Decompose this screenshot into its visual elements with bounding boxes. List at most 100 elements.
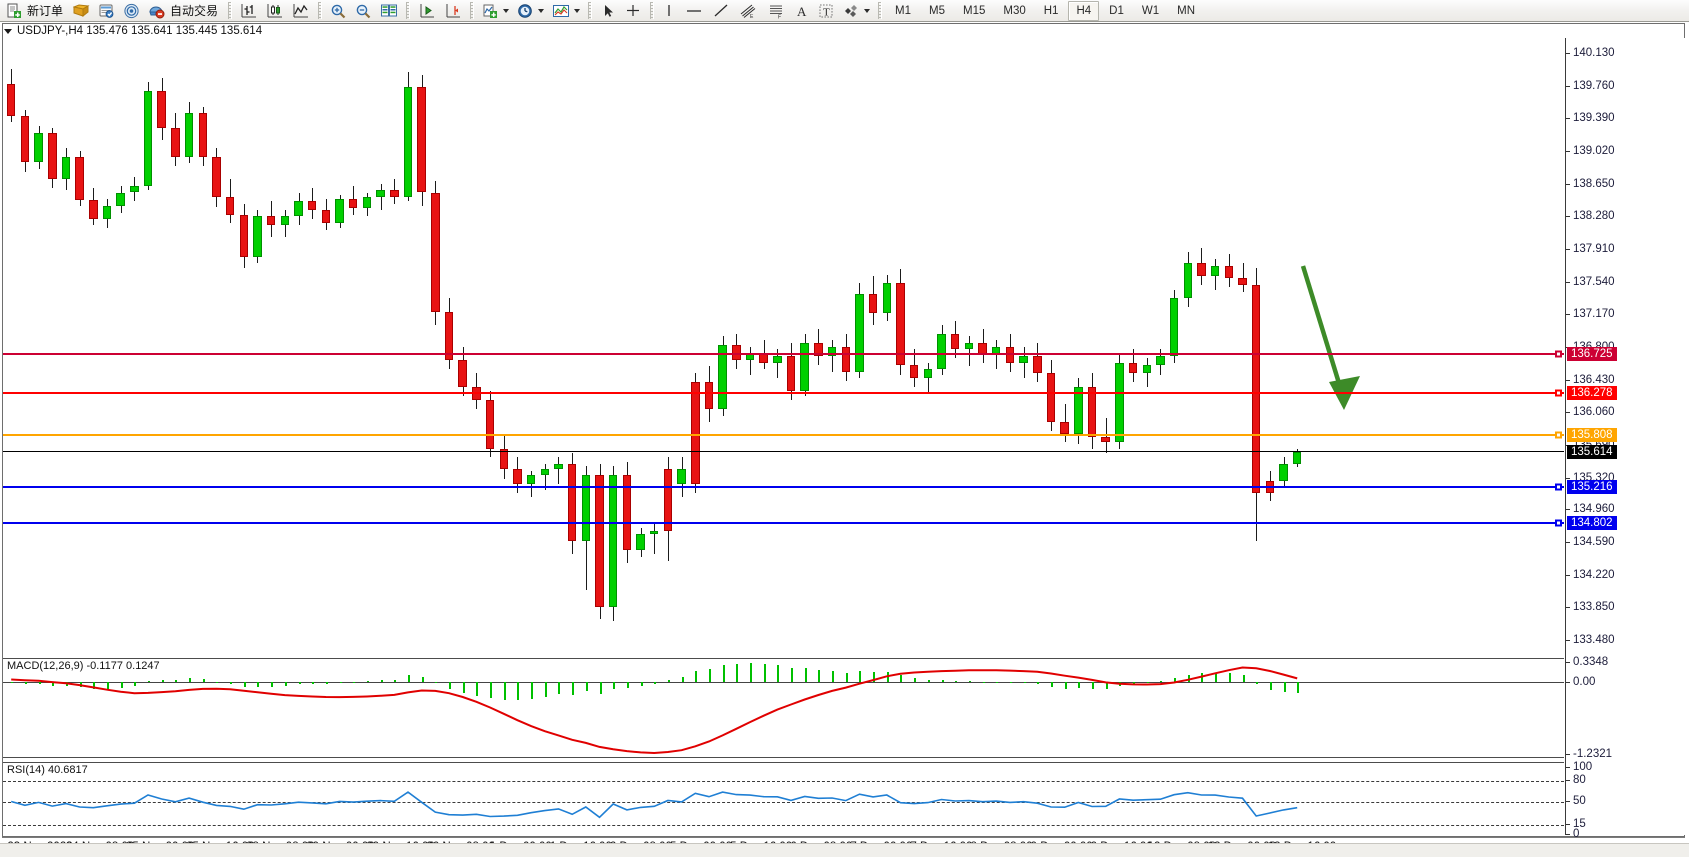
candle-body-down [390,189,399,197]
fibonacci-button[interactable]: F [763,1,789,21]
pivot-line[interactable] [3,433,1564,436]
auto-scroll-button[interactable] [415,1,439,21]
svg-text:A: A [797,4,807,19]
horizontal-line-button[interactable] [681,1,707,21]
level-line-handle[interactable] [1555,483,1562,491]
candle-body-up [253,216,262,257]
rsi-pane[interactable]: RSI(14) 40.6817 [3,762,1564,835]
terminal-button[interactable] [95,1,118,21]
macd-histogram-bar [1160,681,1163,683]
macd-histogram-bar [626,682,629,688]
candle-body-up [540,468,550,475]
current-price-line[interactable] [3,450,1564,452]
bar-chart-button[interactable] [237,1,261,21]
macd-histogram-bar [708,668,711,683]
candle-body-up [1293,451,1302,464]
chart-menu-caret-icon[interactable] [4,28,12,34]
support-line[interactable] [3,522,1564,525]
zoom-out-button[interactable] [352,1,375,21]
price-tick-label: 134.960 [1573,503,1615,516]
macd-pane[interactable]: MACD(12,26,9) -0.1177 0.1247 [3,658,1564,758]
macd-histogram-bar [791,667,794,683]
svg-text:T: T [823,6,830,18]
periods-button[interactable] [514,1,547,21]
text-button[interactable]: A [791,1,813,21]
candlestick-chart-button[interactable] [263,1,287,21]
chevron-down-icon[interactable] [574,8,581,13]
chevron-down-icon[interactable] [864,8,871,13]
timeframe-m30-button[interactable]: M30 [1003,4,1026,17]
timeframe-m1-button[interactable]: M1 [895,4,912,17]
timeframe-w1-button[interactable]: W1 [1141,4,1160,17]
candle-body-down [1251,285,1261,493]
level-line-handle[interactable] [1555,389,1562,397]
macd-histogram-bar [1023,682,1026,684]
trendline-button[interactable] [709,1,733,21]
cursor-button[interactable] [597,1,619,21]
timeframe-d1-button[interactable]: D1 [1109,4,1124,17]
resistance-line[interactable] [3,392,1564,395]
price-tag-current-price-line[interactable]: 135.614 [1567,444,1617,459]
price-scale[interactable]: 140.130 139.760 139.390 139.020 138.650 138.2… [1565,38,1686,840]
indicators-button[interactable] [479,1,512,21]
level-line-handle[interactable] [1555,350,1562,358]
candle-body-up [362,196,372,208]
price-tick-label: 134.220 [1573,568,1615,581]
candle-body-down [431,192,440,312]
chart-shift-button[interactable] [441,1,465,21]
price-tick-label: 133.850 [1573,601,1615,614]
auto-trading-button[interactable]: 自动交易 [145,1,223,21]
macd-histogram-bar [1201,673,1204,683]
price-chart-pane[interactable] [3,38,1564,656]
macd-histogram-bar [257,682,260,687]
vertical-line-button[interactable] [659,1,679,21]
equidistant-channel-button[interactable]: E [735,1,761,21]
macd-histogram-bar [599,682,602,694]
price-tick [1566,281,1570,283]
shapes-button[interactable] [839,1,873,21]
templates-button[interactable] [549,1,583,21]
new-order-button[interactable]: 新订单 [3,1,68,21]
price-tag-support-line[interactable]: 134.802 [1567,516,1617,531]
crosshair-button[interactable] [621,1,645,21]
chevron-down-icon[interactable] [538,8,545,13]
price-tag-resistance-line[interactable]: 136.725 [1567,346,1617,361]
candle-body-up [61,157,71,180]
zoom-in-button[interactable] [327,1,350,21]
candle-body-up [677,468,686,484]
timeframe-h4-button[interactable]: H4 [1068,0,1100,21]
level-line-handle[interactable] [1555,519,1562,527]
shapes-icon [845,4,858,17]
candle-body-up [964,342,974,349]
timeframe-mn-button[interactable]: MN [1177,4,1195,17]
timeframe-m5-button[interactable]: M5 [929,4,945,17]
line-chart-button[interactable] [289,1,313,21]
price-tag-support-line[interactable]: 135.216 [1567,479,1617,494]
support-line[interactable] [3,485,1564,488]
macd-histogram-bar [927,680,930,683]
price-tag-pivot-line[interactable]: 135.808 [1567,427,1617,442]
down-trend-arrow[interactable] [3,38,1564,656]
toolbar-separator [650,2,655,19]
text-label-button[interactable]: T [815,1,837,21]
macd-histogram-bar [93,682,96,689]
macd-histogram-bar [148,681,151,683]
candle-wick [969,336,970,367]
tile-windows-button[interactable] [377,1,401,21]
price-tick [1566,542,1570,544]
chevron-down-icon[interactable] [503,8,510,13]
chart-window: USDJPY-,H4 135.476 135.641 135.445 135.6… [0,22,1689,857]
macd-histogram-bar [544,682,547,697]
new-order-label: 新订单 [27,4,64,18]
timeframe-h1-button[interactable]: H1 [1043,4,1059,17]
resistance-line[interactable] [3,352,1564,355]
horizontal-line-icon [687,9,702,12]
signals-button[interactable] [120,1,143,21]
macd-histogram-bar [421,676,424,683]
macd-histogram-bar [202,679,205,683]
candle-body-down [1087,386,1097,438]
data-folder-button[interactable] [70,1,93,21]
timeframe-m15-button[interactable]: M15 [963,4,986,17]
level-line-handle[interactable] [1555,431,1562,439]
price-tag-resistance-line[interactable]: 136.278 [1567,386,1617,401]
